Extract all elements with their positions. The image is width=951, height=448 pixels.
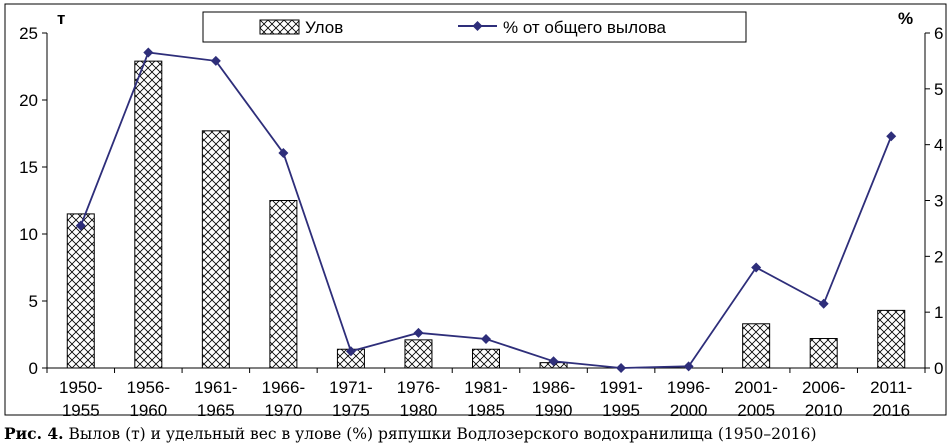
x-tick-label: 1971-1975: [329, 378, 372, 420]
bar-2011-2016: [877, 309, 906, 369]
chart: 0 5 10 15 20 25 0 1 2 3 4 5 6 1950-1955 1956-1960 1961-…: [4, 3, 947, 420]
x-tick-label: 1966-1970: [262, 378, 305, 420]
chart-frame: [4, 3, 947, 416]
line-point-1976-1980: [413, 327, 424, 338]
x-tick-label: 1986-1990: [532, 378, 575, 420]
bar-1966-1970: [269, 200, 298, 369]
legend-line-marker: [472, 21, 483, 31]
figure-caption: Рис. 4. Вылов (т) и удельный вес в улове…: [4, 424, 949, 443]
line-point-1971-1975: [345, 346, 356, 357]
line-point-1996-2000: [683, 361, 694, 372]
left-axis-unit: т: [57, 9, 65, 28]
left-tick-label: 15: [19, 158, 38, 177]
x-tick-label: 1961-1965: [194, 378, 237, 420]
x-tick-label: 1996-2000: [667, 378, 710, 420]
x-tick-label: 1950-1955: [59, 378, 102, 420]
bar-1981-1985: [472, 348, 500, 369]
right-tick-label: 0: [934, 359, 943, 378]
right-tick-label: 6: [934, 24, 943, 43]
right-tick-label: 3: [934, 192, 943, 211]
x-tick-label: 1976-1980: [397, 378, 440, 420]
axes: [42, 32, 930, 373]
bar-1950-1955: [66, 213, 95, 369]
line-point-1950-1955: [75, 220, 86, 231]
left-tick-label: 25: [19, 24, 38, 43]
left-tick-label: 0: [29, 359, 38, 378]
left-tick-label: 20: [19, 91, 38, 110]
legend-label-line: % от общего вылова: [503, 18, 667, 37]
right-tick-label: 1: [934, 303, 943, 322]
caption-label: Рис. 4.: [4, 424, 64, 443]
bar-1976-1980: [404, 339, 433, 369]
bar-2001-2005: [742, 323, 771, 369]
legend: Улов % от общего вылова: [202, 11, 747, 43]
line-point-2001-2005: [751, 262, 762, 273]
right-tick-label: 2: [934, 247, 943, 266]
line-series: [75, 47, 897, 373]
line-point-1961-1965: [210, 55, 221, 66]
line-point-1986-1990: [548, 356, 559, 367]
right-axis-unit: %: [898, 9, 913, 28]
line-point-1981-1985: [481, 333, 491, 344]
x-tick-label: 1981-1985: [464, 378, 507, 420]
caption-text: Вылов (т) и удельный вес в улове (%) ряп…: [63, 425, 817, 443]
right-tick-label: 5: [934, 80, 943, 99]
bar-1961-1965: [201, 130, 230, 369]
line-point-1991-1995: [616, 363, 627, 373]
left-tick-label: 10: [19, 225, 38, 244]
x-tick-label: 1956-1960: [127, 378, 170, 420]
bar-1956-1960: [134, 60, 163, 369]
legend-label-bars: Улов: [305, 18, 343, 37]
x-tick-label: 2011-2016: [870, 378, 912, 420]
bar-series: [66, 60, 906, 369]
right-tick-label: 4: [934, 136, 943, 155]
legend-bar-swatch: [259, 19, 300, 35]
x-tick-label: 1991-1995: [599, 378, 642, 420]
left-tick-label: 5: [29, 292, 38, 311]
line-point-1956-1960: [143, 47, 154, 58]
line-point-1966-1970: [278, 148, 289, 159]
x-tick-label: 2006-2010: [802, 378, 845, 420]
bar-2006-2010: [809, 338, 838, 369]
line-point-2006-2010: [818, 298, 829, 309]
tick-labels: 0 5 10 15 20 25 0 1 2 3 4 5 6 1950-1955 1956-1960 1961-…: [19, 24, 943, 420]
x-tick-label: 2001-2005: [734, 378, 777, 420]
line-point-2011-2016: [886, 131, 897, 142]
